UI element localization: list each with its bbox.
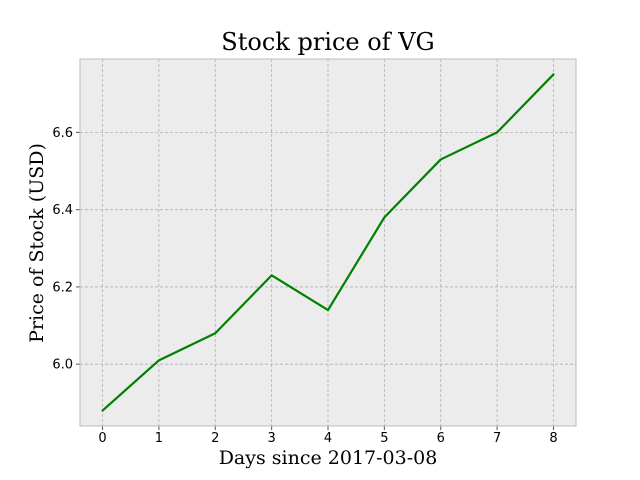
x-tick-label: 5 [380, 431, 388, 446]
y-tick-label: 6.0 [52, 358, 73, 373]
x-tick-label: 6 [437, 431, 445, 446]
x-tick-label: 2 [211, 431, 219, 446]
y-tick-label: 6.2 [52, 280, 73, 295]
y-tick-label: 6.6 [52, 126, 73, 141]
chart-title: Stock price of VG [221, 28, 434, 56]
x-tick-label: 3 [267, 431, 275, 446]
x-axis-label: Days since 2017-03-08 [219, 447, 438, 469]
axis-ticks: 0 1 2 3 4 5 6 7 8 6.0 6.2 6.4 6.6 [52, 126, 557, 446]
y-tick-label: 6.4 [52, 203, 73, 218]
x-tick-label: 1 [155, 431, 163, 446]
data-series [101, 73, 555, 412]
x-tick-label: 0 [98, 431, 106, 446]
y-axis-label: Price of Stock (USD) [26, 143, 48, 343]
plot-frame [79, 58, 577, 427]
x-tick-label: 7 [493, 431, 501, 446]
grid-lines [80, 59, 576, 426]
x-tick-label: 4 [324, 431, 332, 446]
x-tick-label: 8 [549, 431, 557, 446]
